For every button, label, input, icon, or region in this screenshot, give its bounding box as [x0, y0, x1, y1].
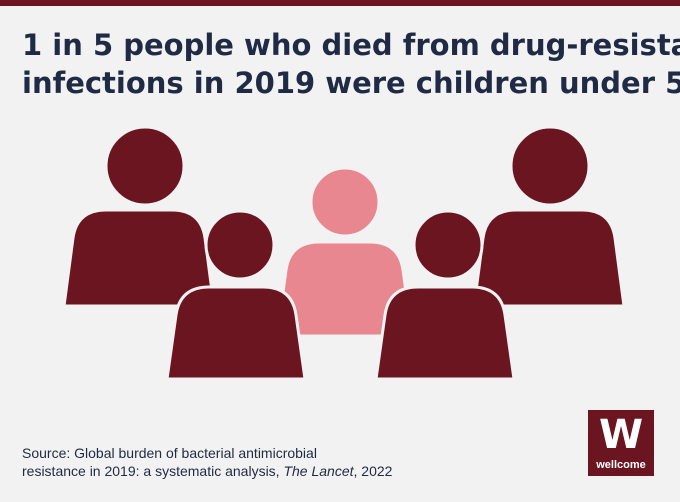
logo-box: [588, 410, 654, 476]
title-line: infections in 2019 were children under 5: [22, 66, 680, 100]
person-head: [104, 125, 186, 207]
person-head: [509, 125, 591, 207]
source-year: , 2022: [354, 463, 393, 479]
logo-name: wellcome: [595, 459, 646, 471]
logo: W wellcome: [588, 410, 654, 476]
source-line: Source: Global burden of bacterial antim…: [22, 445, 317, 461]
source-text: resistance in 2019: a systematic analysi…: [22, 463, 283, 479]
title-line: 1 in 5 people who died from drug-resista…: [22, 28, 680, 62]
person-head: [412, 209, 484, 281]
people-illustration: [62, 125, 626, 381]
person-body: [374, 285, 516, 381]
person-body: [62, 208, 216, 308]
top-bar: [0, 0, 680, 6]
person-head: [204, 209, 276, 281]
person-body: [275, 240, 414, 338]
source-line: resistance in 2019: a systematic analysi…: [22, 463, 393, 479]
person-head: [309, 166, 381, 238]
logo-mark: W: [599, 412, 643, 458]
person-body: [472, 208, 626, 308]
person-body: [165, 285, 307, 381]
source-journal: The Lancet: [283, 463, 354, 479]
